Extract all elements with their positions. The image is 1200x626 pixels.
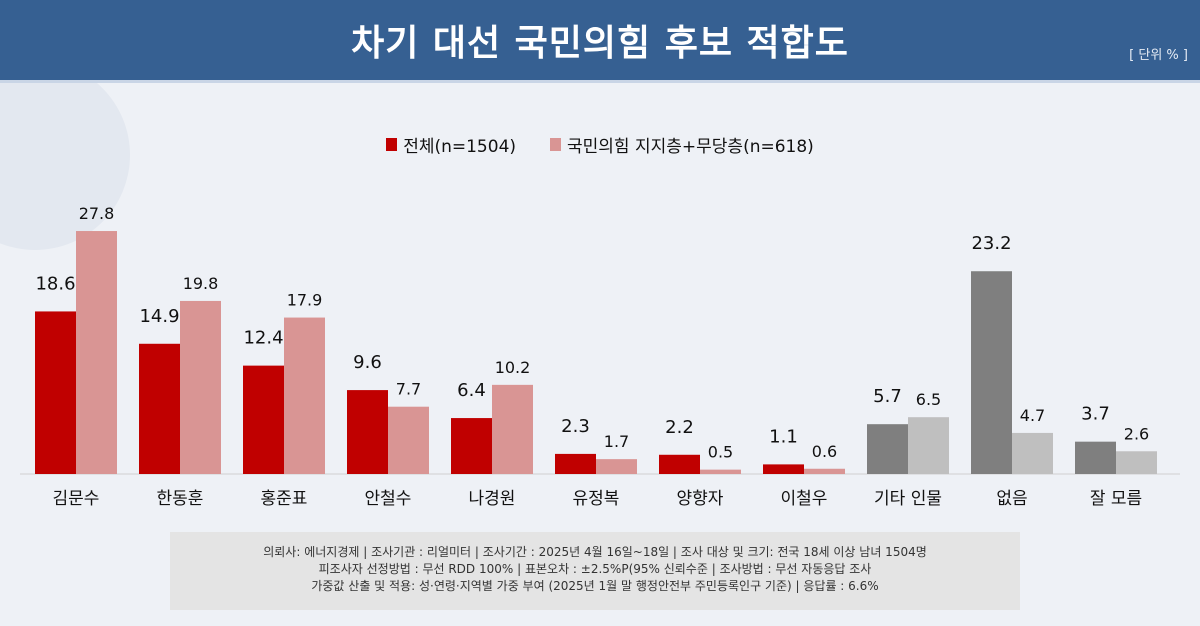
bar-ppp xyxy=(284,317,325,474)
bar-ppp xyxy=(1116,451,1157,474)
bar-total xyxy=(451,418,492,474)
bar-ppp xyxy=(492,384,533,474)
data-label: 18.6 xyxy=(35,273,75,294)
data-label: 0.5 xyxy=(708,443,733,462)
data-label: 2.3 xyxy=(561,416,590,437)
data-label: 6.4 xyxy=(457,380,486,401)
legend-swatch-total xyxy=(386,138,398,151)
data-label: 17.9 xyxy=(287,291,323,310)
data-label: 7.7 xyxy=(396,380,421,399)
bar-chart: 18.6 27.8 김문수 14.919.8 한동훈 12.417.9 홍준표 9.6 7.7 안… xyxy=(20,204,1180,509)
unit-label: [ 단위 % ] xyxy=(1129,48,1188,63)
category-label: 나경원 xyxy=(469,489,516,509)
title-banner: 차기 대선 국민의힘 후보 적합도 [ 단위 % ] xyxy=(0,0,1200,83)
bar-total xyxy=(243,365,284,474)
page-title: 차기 대선 국민의힘 후보 적합도 xyxy=(351,23,849,64)
category-label: 한동훈 xyxy=(157,489,204,509)
bar-ppp xyxy=(76,231,117,474)
bar-total xyxy=(555,453,596,474)
legend-item-total: 전체(n=1504) xyxy=(386,132,516,157)
survey-info-line: 피조사자 선정방법 : 무선 RDD 100% | 표본오차 : ±2.5%P(… xyxy=(318,562,872,576)
data-label: 2.6 xyxy=(1124,424,1149,443)
data-label: 6.5 xyxy=(916,390,941,409)
bar-total xyxy=(1075,441,1116,474)
survey-info-line: 가중값 산출 및 적용: 성·연령·지역별 가중 부여 (2025년 1월 말 … xyxy=(311,579,879,593)
legend-item-ppp: 국민의힘 지지층+무당층(n=618) xyxy=(550,132,814,157)
data-label: 9.6 xyxy=(353,352,382,373)
legend-label-total: 전체(n=1504) xyxy=(403,137,517,157)
legend-swatch-ppp xyxy=(550,138,562,151)
category-label: 김문수 xyxy=(53,489,100,509)
bar-total xyxy=(763,464,804,474)
chart-legend: 전체(n=1504) 국민의힘 지지층+무당층(n=618) xyxy=(0,132,1200,157)
bar-ppp xyxy=(180,300,221,474)
category-label: 기타 인물 xyxy=(874,489,942,509)
category-label: 안철수 xyxy=(365,489,412,509)
bar-ppp xyxy=(596,459,637,474)
data-label: 1.7 xyxy=(604,432,629,451)
category-label: 없음 xyxy=(996,489,1027,509)
data-label: 1.1 xyxy=(769,426,798,447)
bar-ppp xyxy=(1012,432,1053,474)
bar-total xyxy=(139,343,180,474)
data-label: 14.9 xyxy=(139,306,179,327)
category-label: 양향자 xyxy=(677,489,724,509)
category-label: 이철우 xyxy=(781,489,828,509)
legend-label-ppp: 국민의힘 지지층+무당층(n=618) xyxy=(567,137,814,157)
bar-ppp xyxy=(388,406,429,474)
data-label: 12.4 xyxy=(243,328,283,349)
data-label: 10.2 xyxy=(495,358,531,377)
category-label: 잘 모름 xyxy=(1090,489,1142,509)
data-label: 5.7 xyxy=(873,386,902,407)
category-label: 홍준표 xyxy=(261,489,308,509)
data-label: 3.7 xyxy=(1081,404,1110,425)
survey-info-line: 의뢰사: 에너지경제 | 조사기관 : 리얼미터 | 조사기간 : 2025년 … xyxy=(263,545,927,559)
bar-total xyxy=(971,271,1012,474)
data-label: 19.8 xyxy=(183,274,219,293)
data-label: 0.6 xyxy=(812,442,837,461)
bar-total xyxy=(347,390,388,474)
survey-info: 의뢰사: 에너지경제 | 조사기관 : 리얼미터 | 조사기간 : 2025년 … xyxy=(170,532,1020,610)
category-label: 유정복 xyxy=(573,489,620,509)
bar-ppp xyxy=(700,469,741,474)
bar-ppp xyxy=(908,417,949,474)
bar-total xyxy=(659,454,700,474)
bar-ppp xyxy=(804,468,845,474)
data-label: 2.2 xyxy=(665,417,694,438)
bar-total xyxy=(867,424,908,474)
bar-total xyxy=(35,311,76,474)
data-label: 27.8 xyxy=(79,204,115,223)
data-label: 23.2 xyxy=(971,233,1011,254)
data-label: 4.7 xyxy=(1020,406,1045,425)
